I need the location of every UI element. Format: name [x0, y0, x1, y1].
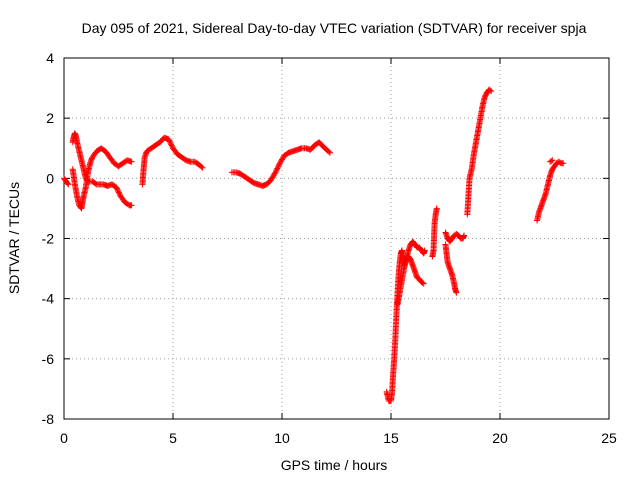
grid-layer	[64, 58, 609, 419]
data-point-marker	[272, 169, 279, 176]
data-point-marker	[116, 190, 123, 197]
data-point-marker	[275, 162, 282, 169]
data-point-marker	[461, 232, 468, 239]
data-point-marker	[548, 158, 555, 165]
data-point-marker	[113, 184, 120, 191]
data-point-marker	[65, 181, 72, 188]
data-point-marker	[279, 156, 285, 163]
data-point-marker	[128, 158, 135, 165]
data-point-marker	[115, 189, 122, 196]
y-tick-label: -2	[42, 231, 55, 247]
x-tick-label: 10	[274, 430, 290, 446]
data-point-marker	[166, 138, 173, 145]
data-point-marker	[168, 141, 175, 148]
plot-frame	[63, 57, 610, 420]
x-axis-label: GPS time / hours	[281, 457, 388, 473]
data-point-marker	[113, 185, 120, 192]
data-point-marker	[114, 186, 121, 193]
data-point-marker	[487, 87, 494, 94]
y-tick-label: -4	[42, 291, 55, 307]
data-point-marker	[273, 168, 280, 175]
data-point-marker	[325, 148, 332, 155]
data-point-marker	[268, 176, 275, 183]
data-point-marker	[274, 165, 281, 172]
data-point-marker	[433, 205, 440, 212]
data-point-marker	[271, 171, 278, 178]
data-point-marker	[560, 160, 567, 167]
data-point-marker	[421, 247, 428, 254]
data-point-marker	[64, 180, 71, 187]
data-point-marker	[274, 164, 281, 171]
data-point-marker	[488, 88, 495, 95]
data-point-marker	[168, 142, 175, 149]
data-point-marker	[270, 173, 277, 180]
data-point-marker	[278, 157, 285, 164]
y-tick-label: 4	[46, 50, 54, 66]
y-axis-label: SDTVAR / TECUs	[6, 182, 22, 294]
x-tick-label: 0	[60, 430, 68, 446]
y-tick-label: -8	[42, 411, 55, 427]
marker-layer	[61, 86, 567, 404]
data-point-marker	[269, 174, 276, 181]
data-point-marker	[277, 159, 284, 166]
y-tick-label: 0	[46, 170, 54, 186]
data-point-marker	[167, 140, 174, 147]
data-point-marker	[199, 164, 206, 171]
x-tick-label: 15	[383, 430, 399, 446]
data-point-marker	[166, 137, 173, 144]
y-tick-label: 2	[46, 110, 54, 126]
y-tick-label: -6	[42, 351, 55, 367]
data-point-marker	[276, 160, 283, 167]
data-point-marker	[326, 149, 333, 156]
data-point-marker	[268, 175, 275, 182]
chart-title: Day 095 of 2021, Sidereal Day-to-day VTE…	[82, 20, 587, 36]
data-point-marker	[453, 289, 460, 296]
data-point-marker	[115, 188, 122, 195]
data-point-marker	[273, 166, 280, 173]
data-point-marker	[165, 136, 172, 143]
x-tick-label: 20	[492, 430, 508, 446]
data-point-marker	[420, 280, 427, 287]
x-tick-label: 25	[601, 430, 617, 446]
tick-label-layer: 0 5 10 15 20 25 -8 -6 -4 -2 0 2 4	[42, 50, 617, 446]
data-point-marker	[271, 170, 278, 177]
x-tick-label: 5	[169, 430, 177, 446]
data-point-marker	[198, 163, 205, 170]
data-point-marker	[419, 279, 426, 286]
data-point-marker	[128, 202, 135, 209]
data-point-marker	[549, 157, 556, 164]
data-point-marker	[276, 161, 283, 168]
data-point-marker	[279, 155, 286, 162]
